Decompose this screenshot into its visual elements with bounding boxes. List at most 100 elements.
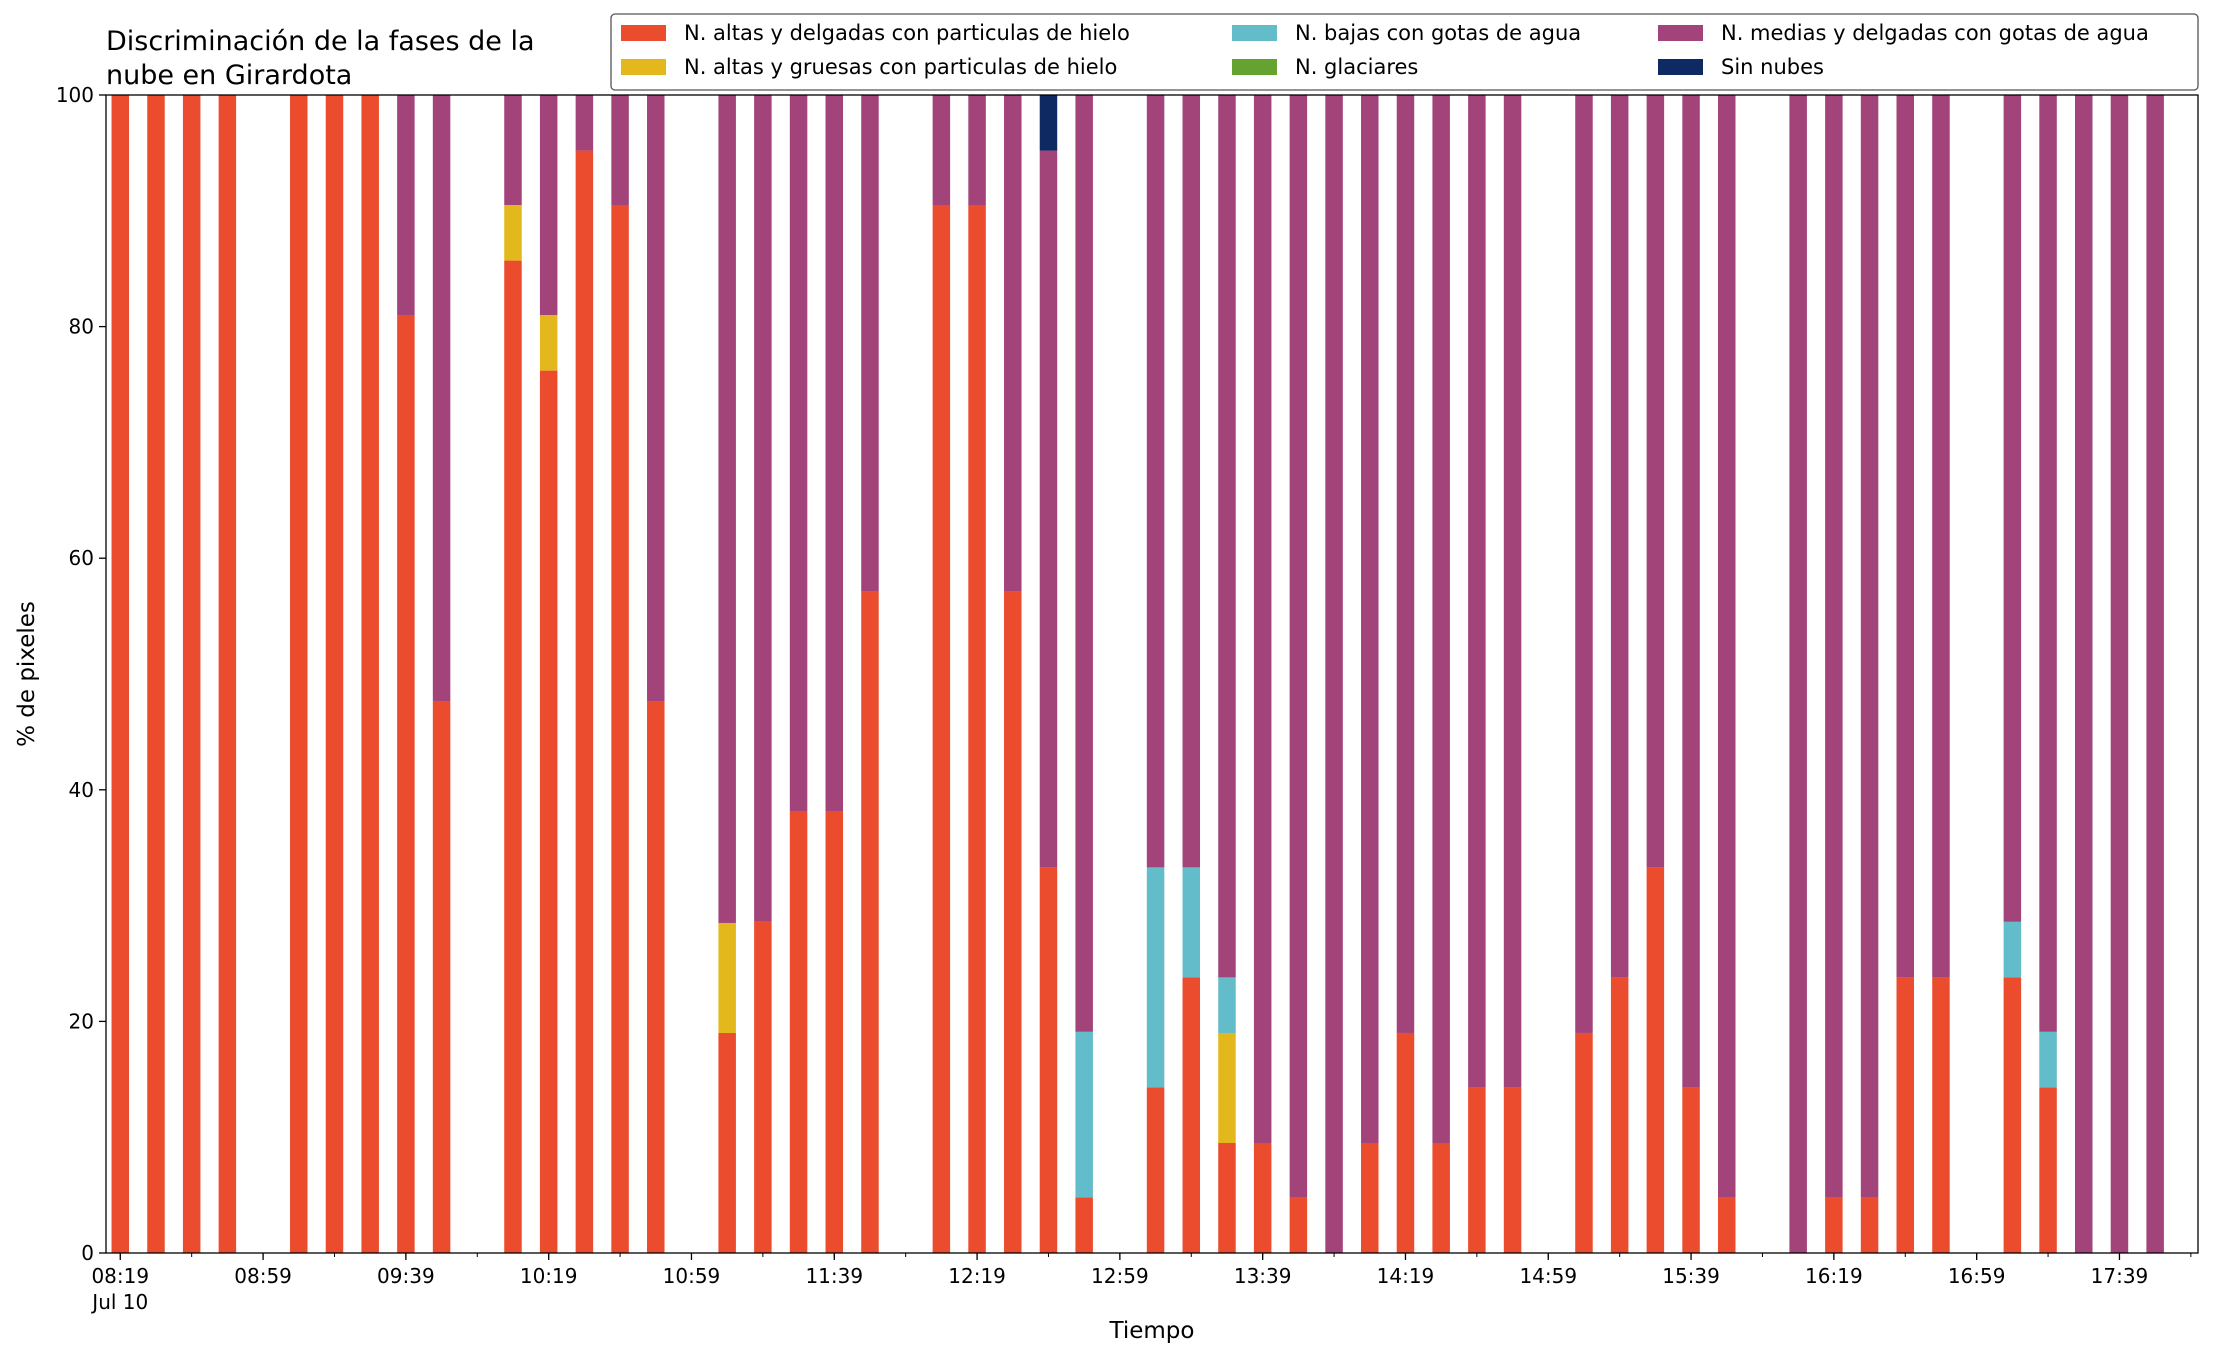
- bar-segment: [504, 260, 522, 1254]
- bar-segment: [397, 315, 415, 1253]
- legend-swatch: [621, 59, 666, 75]
- bar-segment: [1039, 867, 1058, 1253]
- bar-segment: [1361, 95, 1379, 1143]
- legend-label: N. altas y gruesas con particulas de hie…: [684, 55, 1117, 79]
- x-tick-label: 08:19: [91, 1264, 149, 1288]
- x-tick-label: 14:19: [1377, 1264, 1435, 1288]
- bar-segment: [1146, 1087, 1165, 1253]
- x-tick-label: 16:59: [1948, 1264, 2006, 1288]
- bar-segment: [932, 205, 951, 1253]
- bar-segment: [1289, 1197, 1308, 1253]
- bar-segment: [1004, 591, 1022, 1253]
- bar-segment: [718, 1032, 736, 1253]
- legend: N. altas y delgadas con particulas de hi…: [610, 13, 2199, 91]
- bar-segment: [789, 811, 808, 1253]
- bar-segment: [1825, 1197, 1843, 1253]
- bar-segment: [754, 95, 772, 922]
- bar-segment: [1789, 95, 1807, 1253]
- chart-title-line-1: Discriminación de la fases de la: [106, 26, 535, 57]
- bar-segment: [1718, 95, 1736, 1198]
- bar-segment: [861, 591, 879, 1253]
- bar-segment: [504, 95, 522, 206]
- legend-swatch: [1232, 25, 1277, 41]
- bar-segment: [432, 701, 451, 1253]
- legend-label: Sin nubes: [1721, 55, 1824, 79]
- bar-segment: [2039, 1031, 2057, 1088]
- y-tick-label: 60: [69, 546, 94, 570]
- y-tick-label: 20: [69, 1009, 94, 1033]
- bar-segment: [1682, 1087, 1700, 1253]
- bar-segment: [182, 95, 201, 1253]
- legend-box: [610, 13, 2199, 91]
- bar-segment: [1075, 1031, 1093, 1198]
- bar-segment: [1468, 1087, 1486, 1253]
- bar-segment: [2039, 1087, 2057, 1253]
- bar-segment: [1361, 1142, 1379, 1253]
- bar-segment: [325, 95, 344, 1253]
- x-tick-label: 12:59: [1091, 1264, 1149, 1288]
- bar-segment: [1218, 977, 1236, 1033]
- bar-segment: [1218, 1142, 1236, 1253]
- bar-segment: [611, 95, 629, 206]
- bar-segment: [754, 921, 772, 1253]
- bar-segment: [147, 95, 165, 1253]
- bar-segment: [1503, 95, 1522, 1088]
- bar-segment: [1039, 95, 1058, 151]
- y-tick-label: 80: [69, 315, 94, 339]
- bar-segment: [1004, 95, 1022, 592]
- bar-segment: [2003, 977, 2022, 1253]
- bar-segment: [789, 95, 808, 812]
- bar-segment: [1039, 150, 1058, 868]
- x-tick-label: 17:39: [2091, 1264, 2149, 1288]
- bar-segment: [1289, 95, 1308, 1198]
- bar-segment: [1503, 1087, 1522, 1253]
- bar-segment: [932, 95, 951, 206]
- x-tick-label: 16:19: [1805, 1264, 1863, 1288]
- bar-segment: [611, 205, 629, 1253]
- bar-segment: [1896, 977, 1915, 1253]
- x-tick-label: 12:19: [948, 1264, 1006, 1288]
- bar-segment: [1218, 95, 1236, 978]
- bar-segment: [1896, 95, 1915, 978]
- y-tick-label: 40: [69, 778, 94, 802]
- bar-segment: [539, 95, 558, 316]
- bar-segment: [968, 95, 986, 206]
- bar-segment: [1860, 1197, 1879, 1253]
- bar-segment: [575, 95, 594, 151]
- legend-swatch: [621, 25, 666, 41]
- y-tick-label: 100: [56, 83, 94, 107]
- bar-segment: [2003, 921, 2022, 978]
- bar-segment: [825, 811, 844, 1253]
- bar-segment: [361, 95, 379, 1253]
- legend-label: N. altas y delgadas con particulas de hi…: [684, 21, 1130, 45]
- x-tick-label: 14:59: [1519, 1264, 1577, 1288]
- bar-segment: [1825, 95, 1843, 1198]
- bar-segment: [1182, 867, 1201, 978]
- x-tick-label: 10:19: [520, 1264, 578, 1288]
- x-tick-label: 13:39: [1234, 1264, 1292, 1288]
- bar-segment: [1432, 1142, 1450, 1253]
- bar-segment: [290, 95, 308, 1253]
- bar-segment: [1575, 1032, 1593, 1253]
- legend-label: N. glaciares: [1295, 55, 1418, 79]
- bar-segment: [1575, 95, 1593, 1033]
- plot-frame: [105, 94, 2199, 1254]
- bar-segment: [2003, 95, 2022, 922]
- x-tick-label: 09:39: [377, 1264, 435, 1288]
- bar-segment: [2110, 95, 2129, 1253]
- bar-segment: [504, 205, 522, 261]
- x-axis-label: Tiempo: [1109, 1318, 1195, 1344]
- bar-segment: [218, 95, 237, 1253]
- bar-segment: [1646, 867, 1665, 1253]
- bar-segment: [1075, 1197, 1093, 1253]
- bar-segment: [1253, 95, 1272, 1143]
- legend-label: N. medias y delgadas con gotas de agua: [1721, 21, 2149, 45]
- bar-segment: [2039, 95, 2057, 1032]
- bar-segment: [397, 95, 415, 316]
- legend-swatch: [1658, 25, 1703, 41]
- bars-layer: [111, 95, 2164, 1254]
- chart-title-line-2: nube en Girardota: [106, 60, 352, 91]
- y-axis-label: % de pixeles: [14, 601, 40, 747]
